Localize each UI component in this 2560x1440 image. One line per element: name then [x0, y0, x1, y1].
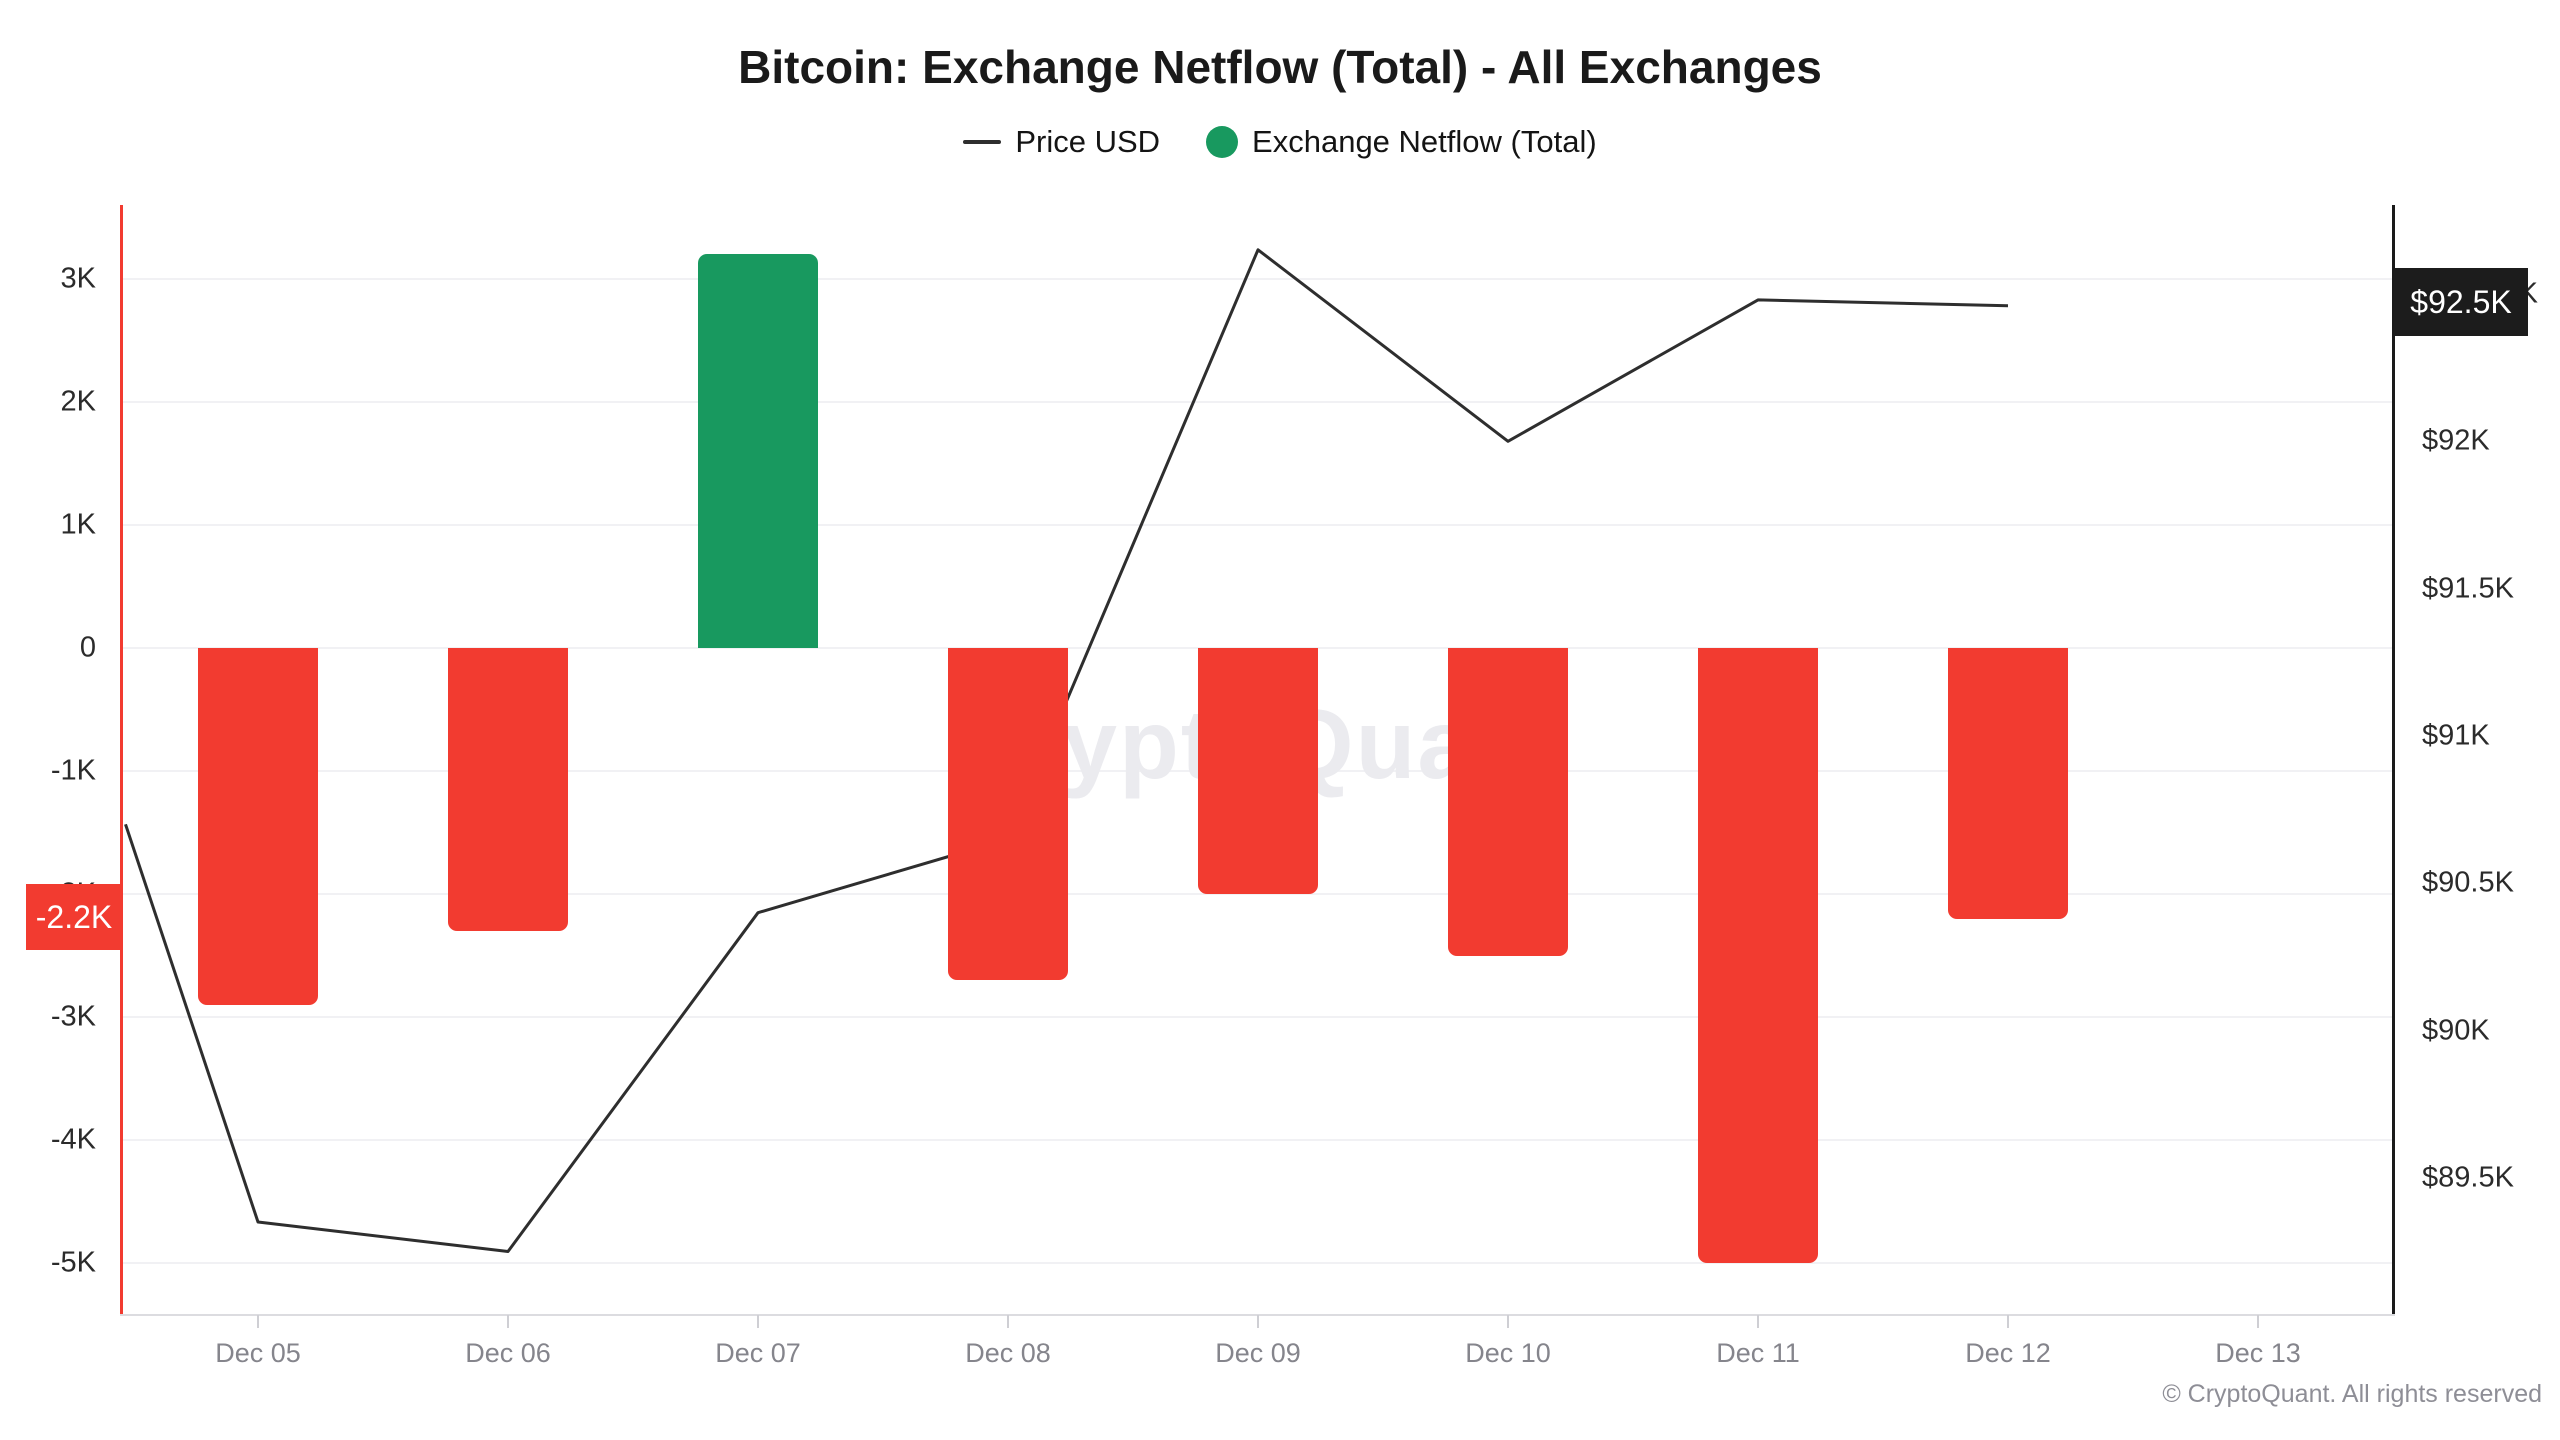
x-axis-tick [1757, 1315, 1759, 1328]
netflow-bar[interactable] [1948, 648, 2068, 919]
netflow-bar[interactable] [948, 648, 1068, 981]
gridline [123, 893, 2393, 895]
left-axis-line [120, 205, 123, 1315]
x-axis-tick [507, 1315, 509, 1328]
chart-title: Bitcoin: Exchange Netflow (Total) - All … [738, 41, 1822, 93]
gridline [123, 1016, 2393, 1018]
right-axis-tick-label: $91K [2422, 719, 2490, 752]
copyright-text: © CryptoQuant. All rights reserved [2162, 1380, 2542, 1408]
right-axis-tick-label: $92K [2422, 424, 2490, 457]
gridline [123, 524, 2393, 526]
gridline [123, 1139, 2393, 1141]
x-axis-label: Dec 05 [215, 1338, 301, 1368]
x-axis-label: Dec 11 [1716, 1338, 1800, 1368]
left-axis-tick-label: 2K [60, 385, 96, 418]
x-axis-label: Dec 13 [2215, 1338, 2301, 1368]
x-axis-tick [1257, 1315, 1259, 1328]
legend-item[interactable]: Exchange Netflow (Total) [1206, 124, 1597, 160]
x-axis-label: Dec 12 [1965, 1338, 2051, 1368]
legend-line-icon [963, 140, 1002, 144]
legend-dot-icon [1206, 126, 1239, 158]
x-axis-tick [2257, 1315, 2259, 1328]
gridline [123, 401, 2393, 403]
x-axis-tick [1007, 1315, 1009, 1328]
left-axis-tick-label: -4K [50, 1123, 96, 1156]
x-axis-label: Dec 10 [1465, 1338, 1551, 1368]
left-axis-tick-label: 3K [60, 262, 96, 295]
legend-item[interactable]: Price USD [963, 124, 1160, 160]
x-axis-tick [2007, 1315, 2009, 1328]
netflow-latest-badge: -2.2K [26, 884, 122, 950]
x-axis-label: Dec 09 [1215, 1338, 1301, 1368]
netflow-bar[interactable] [198, 648, 318, 1005]
left-axis-tick-label: -5K [50, 1246, 96, 1279]
right-axis-tick-label: $89.5K [2422, 1161, 2514, 1194]
gridline [123, 1262, 2393, 1264]
left-axis-tick-label: 0 [79, 631, 96, 664]
left-axis-tick-label: -3K [50, 1000, 96, 1033]
netflow-bar[interactable] [448, 648, 568, 931]
x-axis-tick [757, 1315, 759, 1328]
netflow-bar[interactable] [1198, 648, 1318, 894]
netflow-bar[interactable] [698, 254, 818, 648]
price-latest-badge: $92.5K [2394, 268, 2528, 336]
x-axis-label: Dec 08 [965, 1338, 1051, 1368]
netflow-bar[interactable] [1448, 648, 1568, 956]
left-axis-tick-label: 1K [60, 508, 96, 541]
legend-label: Exchange Netflow (Total) [1252, 124, 1597, 159]
right-axis-line [2392, 205, 2395, 1315]
x-axis-label: Dec 06 [465, 1338, 551, 1368]
x-axis-label: Dec 07 [715, 1338, 801, 1368]
x-axis-tick [1507, 1315, 1509, 1328]
gridline [123, 278, 2393, 280]
right-axis-tick-label: $90.5K [2422, 866, 2514, 899]
netflow-bar[interactable] [1698, 648, 1818, 1263]
right-axis-tick-label: $91.5K [2422, 572, 2514, 605]
x-axis-tick [257, 1315, 259, 1328]
right-axis-tick-label: $90K [2422, 1014, 2490, 1046]
legend: Price USD Exchange Netflow (Total) [0, 124, 2560, 160]
left-axis-tick-label: -1K [50, 754, 96, 787]
legend-label: Price USD [1015, 124, 1161, 159]
